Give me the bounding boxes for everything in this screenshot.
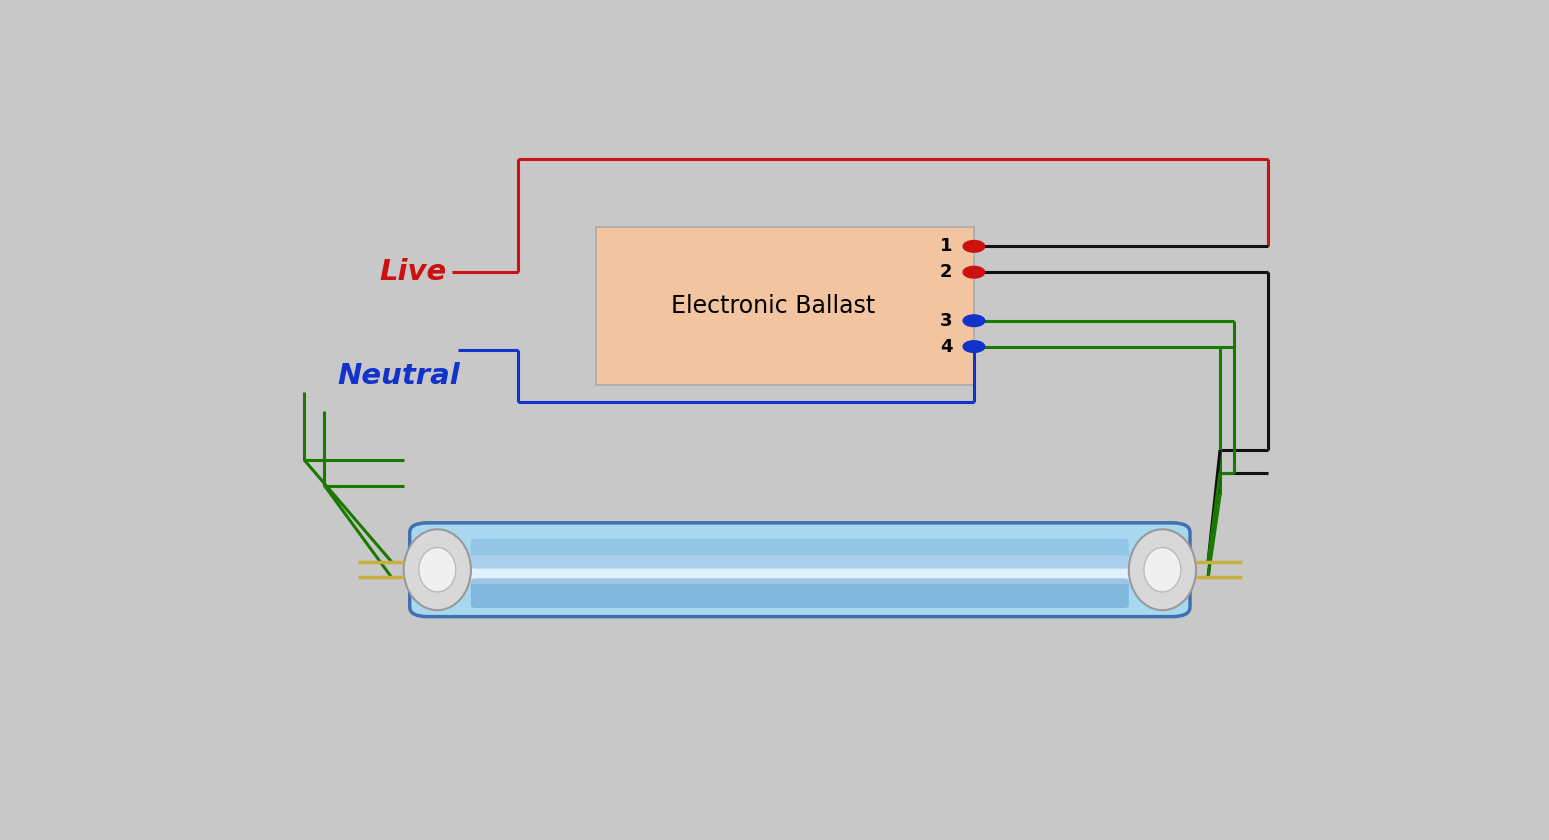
Text: 2: 2	[940, 263, 953, 281]
Text: 1: 1	[940, 238, 953, 255]
Text: Neutral: Neutral	[338, 362, 460, 390]
Ellipse shape	[1143, 548, 1180, 592]
FancyBboxPatch shape	[596, 227, 974, 386]
Circle shape	[963, 341, 985, 353]
Circle shape	[963, 266, 985, 278]
Text: Live: Live	[380, 258, 448, 286]
FancyBboxPatch shape	[471, 578, 1129, 608]
Text: 3: 3	[940, 312, 953, 330]
FancyBboxPatch shape	[471, 539, 1129, 569]
Circle shape	[963, 240, 985, 252]
Text: 4: 4	[940, 338, 953, 355]
FancyBboxPatch shape	[409, 522, 1190, 617]
Ellipse shape	[404, 529, 471, 610]
Text: Electronic Ballast: Electronic Ballast	[671, 294, 875, 318]
Ellipse shape	[1129, 529, 1196, 610]
FancyBboxPatch shape	[469, 555, 1129, 584]
Circle shape	[963, 315, 985, 327]
Ellipse shape	[418, 548, 455, 592]
